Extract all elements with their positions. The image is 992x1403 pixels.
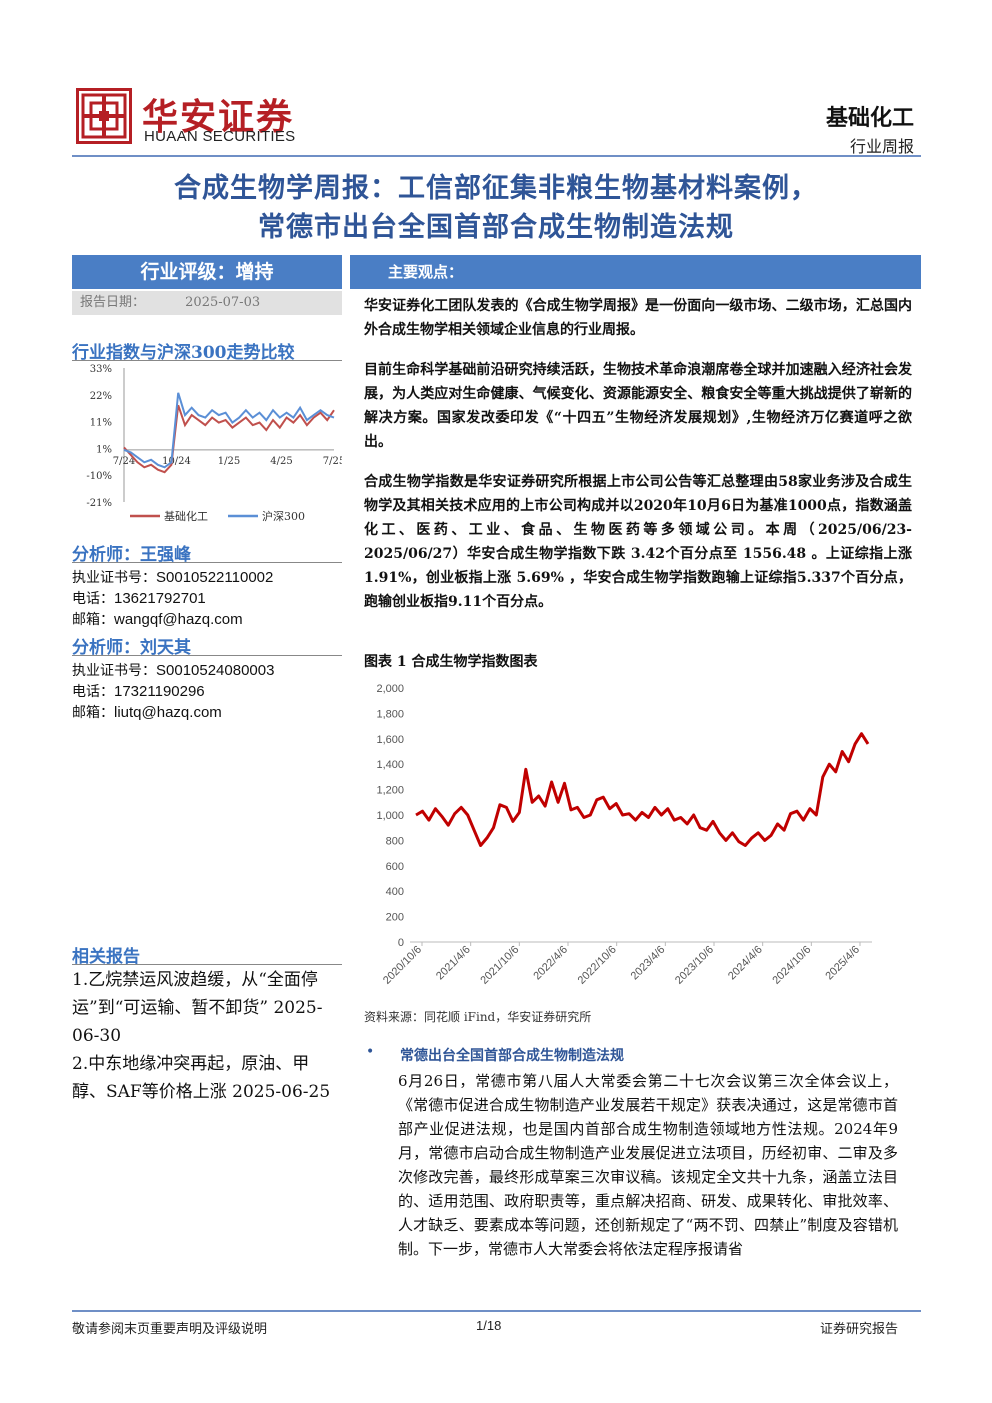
y-tick-label: 1,200 — [376, 785, 404, 797]
legend-label: 沪深300 — [262, 509, 305, 523]
analyst2-cert-row: 执业证书号：S0010524080003 — [72, 660, 274, 680]
x-tick-label: 2023/4/6 — [629, 944, 668, 983]
related-report-item[interactable]: 2.中东地缘冲突再起，原油、甲醇、SAF等价格上涨 2025-06-25 — [72, 1054, 331, 1102]
x-tick-label: 2022/4/6 — [531, 944, 570, 983]
footer-divider — [72, 1310, 921, 1312]
analyst2-email-row: 邮箱：liutq@hazq.com — [72, 702, 222, 722]
report-title-line1: 合成生物学周报：工信部征集非粮生物基材料案例， — [174, 173, 818, 204]
y-tick-label: 1,000 — [376, 810, 404, 822]
email-label: 邮箱： — [72, 705, 114, 721]
logo-chinese-name: 华安证券 — [142, 96, 295, 138]
paragraph-intro: 华安证券化工团队发表的《合成生物学周报》是一份面向一级市场、二级市场，汇总国内外… — [364, 298, 912, 338]
email-label: 邮箱： — [72, 612, 114, 628]
analyst1-email-row: 邮箱：wangqf@hazq.com — [72, 609, 243, 629]
phone-label: 电话： — [72, 591, 114, 607]
logo-english-name: HUAAN SECURITIES — [144, 128, 296, 145]
analyst1-email[interactable]: wangqf@hazq.com — [114, 611, 243, 628]
phone-label: 电话： — [72, 684, 114, 700]
footer-report-label: 证券研究报告 — [819, 1322, 898, 1337]
y-tick-label: 800 — [386, 835, 404, 847]
figure-source: 资料来源：同花顺 iFind，华安证券研究所 — [364, 1010, 592, 1024]
series-line — [123, 404, 335, 474]
cert-label: 执业证书号： — [72, 663, 156, 679]
divider — [72, 562, 342, 563]
report-date-label: 报告日期： — [80, 295, 146, 310]
header-divider — [72, 155, 921, 157]
x-tick-label: 10/24 — [162, 456, 191, 467]
y-tick-label: 22% — [90, 391, 112, 402]
divider — [72, 655, 342, 656]
x-tick-label: 2024/4/6 — [726, 944, 765, 983]
analyst1-heading: 分析师：王强峰 — [72, 545, 191, 565]
divider — [72, 964, 342, 965]
x-tick-label: 2025/4/6 — [823, 944, 862, 983]
y-tick-label: -10% — [86, 471, 112, 482]
industry-rating: 行业评级：增持 — [72, 255, 342, 289]
divider — [72, 360, 342, 361]
figure-caption: 图表 1 合成生物学指数图表 — [364, 654, 538, 670]
related-report-item[interactable]: 1.乙烷禁运风波趋缓，从“全面停运”到“可运输、暂不卸货” 2025-06-30 — [72, 970, 323, 1046]
y-tick-label: 0 — [398, 937, 404, 949]
paragraph-index-summary: 合成生物学指数是华安证券研究所根据上市公司公告等汇总整理由58家业务涉及合成生物… — [364, 474, 912, 610]
analyst2-heading: 分析师：刘天其 — [72, 638, 191, 658]
report-type-label: 行业周报 — [849, 137, 914, 156]
y-tick-label: 11% — [90, 418, 112, 429]
y-tick-label: 600 — [386, 861, 404, 873]
y-tick-label: 400 — [386, 886, 404, 898]
analyst1-phone: 13621792701 — [114, 590, 206, 607]
key-views-heading: 主要观点： — [350, 255, 921, 289]
related-reports-list: 1.乙烷禁运风波趋缓，从“全面停运”到“可运输、暂不卸货” 2025-06-30… — [72, 966, 340, 1106]
y-tick-label: -21% — [86, 498, 112, 509]
x-tick-label: 2024/10/6 — [770, 944, 813, 987]
index-line — [415, 732, 870, 847]
cert-label: 执业证书号： — [72, 570, 156, 586]
synbio-index-chart: 0 200 400 600 800 1,000 1,200 1,400 1,600 1,800 2,… — [376, 683, 872, 987]
x-tick-label: 1/25 — [218, 456, 240, 467]
page-number: 1/18 — [476, 1318, 502, 1333]
y-tick-label: 1% — [96, 444, 112, 455]
analyst2-email[interactable]: liutq@hazq.com — [114, 704, 222, 721]
bullet-icon: • — [366, 1044, 375, 1060]
x-tick-label: 2021/10/6 — [478, 944, 521, 987]
x-tick-label: 2022/10/6 — [576, 944, 619, 987]
analyst1-phone-row: 电话：13621792701 — [72, 588, 206, 608]
x-tick-label: 2021/4/6 — [434, 944, 473, 983]
index-chart-title: 行业指数与沪深300走势比较 — [72, 343, 295, 363]
x-tick-label: 7/25 — [323, 456, 342, 467]
y-tick-label: 200 — [386, 912, 404, 924]
report-date-row: 报告日期： 2025-07-03 — [72, 291, 342, 315]
analyst2-phone: 17321190296 — [114, 683, 205, 700]
y-tick-label: 2,000 — [376, 683, 404, 695]
x-tick-label: 7/24 — [113, 456, 135, 467]
index-comparison-chart: 33% 22% 11% 1% -10% -21% 7/24 10/24 1/25 4/25 7/25… — [86, 364, 342, 523]
related-reports-heading: 相关报告 — [72, 947, 140, 967]
news-heading: 常德出台全国首部合成生物制造法规 — [400, 1048, 624, 1064]
paragraph-background: 目前生命科学基础前沿研究持续活跃，生物技术革命浪潮席卷全球并加速融入经济社会发展… — [364, 362, 912, 450]
y-tick-label: 1,600 — [376, 734, 404, 746]
y-tick-label: 1,800 — [376, 708, 404, 720]
logo-mark — [76, 88, 132, 144]
footer-disclaimer[interactable]: 敬请参阅末页重要声明及评级说明 — [72, 1322, 268, 1337]
analyst2-cert: S0010524080003 — [156, 662, 275, 679]
y-tick-label: 1,400 — [376, 759, 404, 771]
series-line — [123, 392, 335, 469]
analyst1-cert: S0010522110002 — [156, 569, 274, 586]
x-tick-label: 2023/10/6 — [673, 944, 716, 987]
legend-label: 基础化工 — [164, 509, 208, 523]
analyst2-phone-row: 电话：17321190296 — [72, 681, 205, 701]
report-date-value: 2025-07-03 — [185, 295, 261, 310]
analyst1-cert-row: 执业证书号：S0010522110002 — [72, 567, 273, 587]
industry-label: 基础化工 — [825, 105, 914, 131]
x-tick-label: 4/25 — [270, 456, 292, 467]
y-tick-label: 33% — [90, 364, 112, 375]
x-tick-label: 2020/10/6 — [381, 944, 424, 987]
news-body: 6月26日，常德市第八届人大常委会第二十七次会议第三次全体会议上，《常德市促进合… — [398, 1072, 898, 1258]
report-title-line2: 常德市出台全国首部合成生物制造法规 — [258, 212, 734, 243]
